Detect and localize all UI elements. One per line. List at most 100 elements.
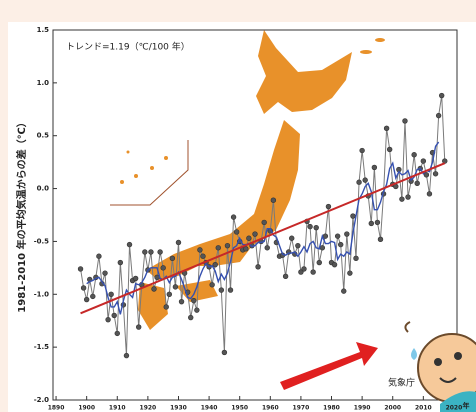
data-point: [438, 92, 445, 99]
data-point: [356, 179, 362, 185]
data-point: [301, 266, 307, 272]
data-point: [90, 293, 96, 300]
data-point: [142, 249, 148, 255]
data-point: [83, 296, 90, 303]
data-point: [423, 172, 430, 178]
data-point: [337, 241, 344, 248]
data-point: [126, 241, 133, 248]
data-point: [411, 152, 417, 158]
data-point: [420, 158, 427, 164]
data-point: [383, 125, 390, 132]
data-point: [359, 147, 365, 154]
mascot-eye: [434, 358, 442, 366]
mascot-eye: [454, 352, 462, 360]
data-point: [111, 312, 117, 319]
data-point: [261, 219, 267, 226]
data-point: [295, 242, 301, 249]
data-point: [316, 259, 322, 266]
data-point: [442, 158, 448, 164]
data-point: [178, 298, 185, 305]
x-tick-label: 1900: [78, 405, 95, 412]
data-point: [227, 287, 234, 293]
chart-background: [8, 22, 476, 412]
island: [375, 38, 385, 42]
data-point: [209, 282, 215, 288]
data-point: [123, 352, 130, 359]
x-tick-label: 1990: [354, 405, 371, 412]
x-tick-label: 1910: [109, 405, 126, 412]
data-point: [371, 164, 378, 171]
data-point: [218, 287, 225, 293]
plot: [52, 29, 458, 401]
sweat: [411, 348, 417, 360]
series-line: [86, 141, 440, 315]
island: [150, 166, 154, 170]
data-point: [319, 245, 326, 251]
data-point: [197, 247, 203, 253]
data-point: [108, 291, 114, 297]
y-tick-label: 0.0: [37, 185, 50, 193]
data-point: [114, 330, 120, 337]
data-point: [80, 285, 87, 291]
data-point: [255, 264, 261, 270]
data-point: [163, 304, 169, 310]
mascot-body: [440, 391, 476, 412]
data-point: [289, 235, 295, 241]
data-point: [200, 253, 206, 259]
y-tick-label: -2.0: [34, 396, 49, 404]
data-point: [414, 180, 420, 186]
data-point: [135, 324, 142, 330]
data-point: [230, 214, 237, 220]
data-point: [362, 177, 368, 183]
source: 気象庁: [388, 377, 415, 389]
data-point: [175, 239, 182, 246]
data-point: [243, 246, 249, 252]
x-tick-label: 1950: [231, 405, 248, 412]
x-tick-label: 1980: [323, 405, 340, 412]
data-point: [331, 261, 338, 268]
data-point: [368, 220, 375, 227]
data-point: [132, 275, 139, 282]
data-point: [96, 253, 102, 259]
y-axis-label: 1981-2010 年の平均気温からの差（℃）: [15, 117, 28, 312]
data-point: [270, 197, 277, 203]
island: [126, 150, 130, 154]
data-point: [313, 224, 319, 231]
x-tick-label: 2010: [415, 405, 432, 412]
data-point: [252, 231, 258, 237]
data-point: [191, 297, 197, 304]
data-point: [157, 249, 163, 255]
data-point: [148, 249, 154, 255]
x-tick-label: 1940: [201, 405, 218, 412]
x-tick-label: 1970: [293, 405, 310, 412]
kyushu: [138, 282, 168, 330]
data-point: [344, 231, 350, 237]
data-point: [432, 171, 439, 177]
data-point: [102, 270, 108, 276]
data-point: [347, 270, 353, 276]
plot-frame: [52, 29, 458, 401]
data-point: [399, 196, 405, 202]
data-point: [151, 286, 157, 292]
data-point: [160, 265, 166, 271]
data-point: [233, 229, 240, 235]
mascot-mouth: [439, 377, 457, 383]
data-point: [166, 291, 173, 297]
inset-border: [110, 140, 189, 206]
data-point: [435, 112, 442, 119]
island: [134, 174, 138, 178]
y-tick-label: 1.5: [37, 26, 50, 34]
data-point: [402, 118, 408, 124]
y-tick-label: 1.0: [37, 79, 50, 87]
data-point: [77, 266, 84, 272]
y-tick-label: -0.5: [34, 237, 49, 245]
series-line: [80, 95, 446, 356]
data-point: [169, 255, 176, 262]
hokkaido: [256, 30, 352, 114]
data-point: [215, 245, 221, 251]
island: [120, 180, 124, 184]
data-point: [224, 242, 231, 249]
x-tick-label: 2020: [446, 405, 463, 412]
annotation: トレンド=1.19（℃/100 年）: [66, 41, 190, 53]
